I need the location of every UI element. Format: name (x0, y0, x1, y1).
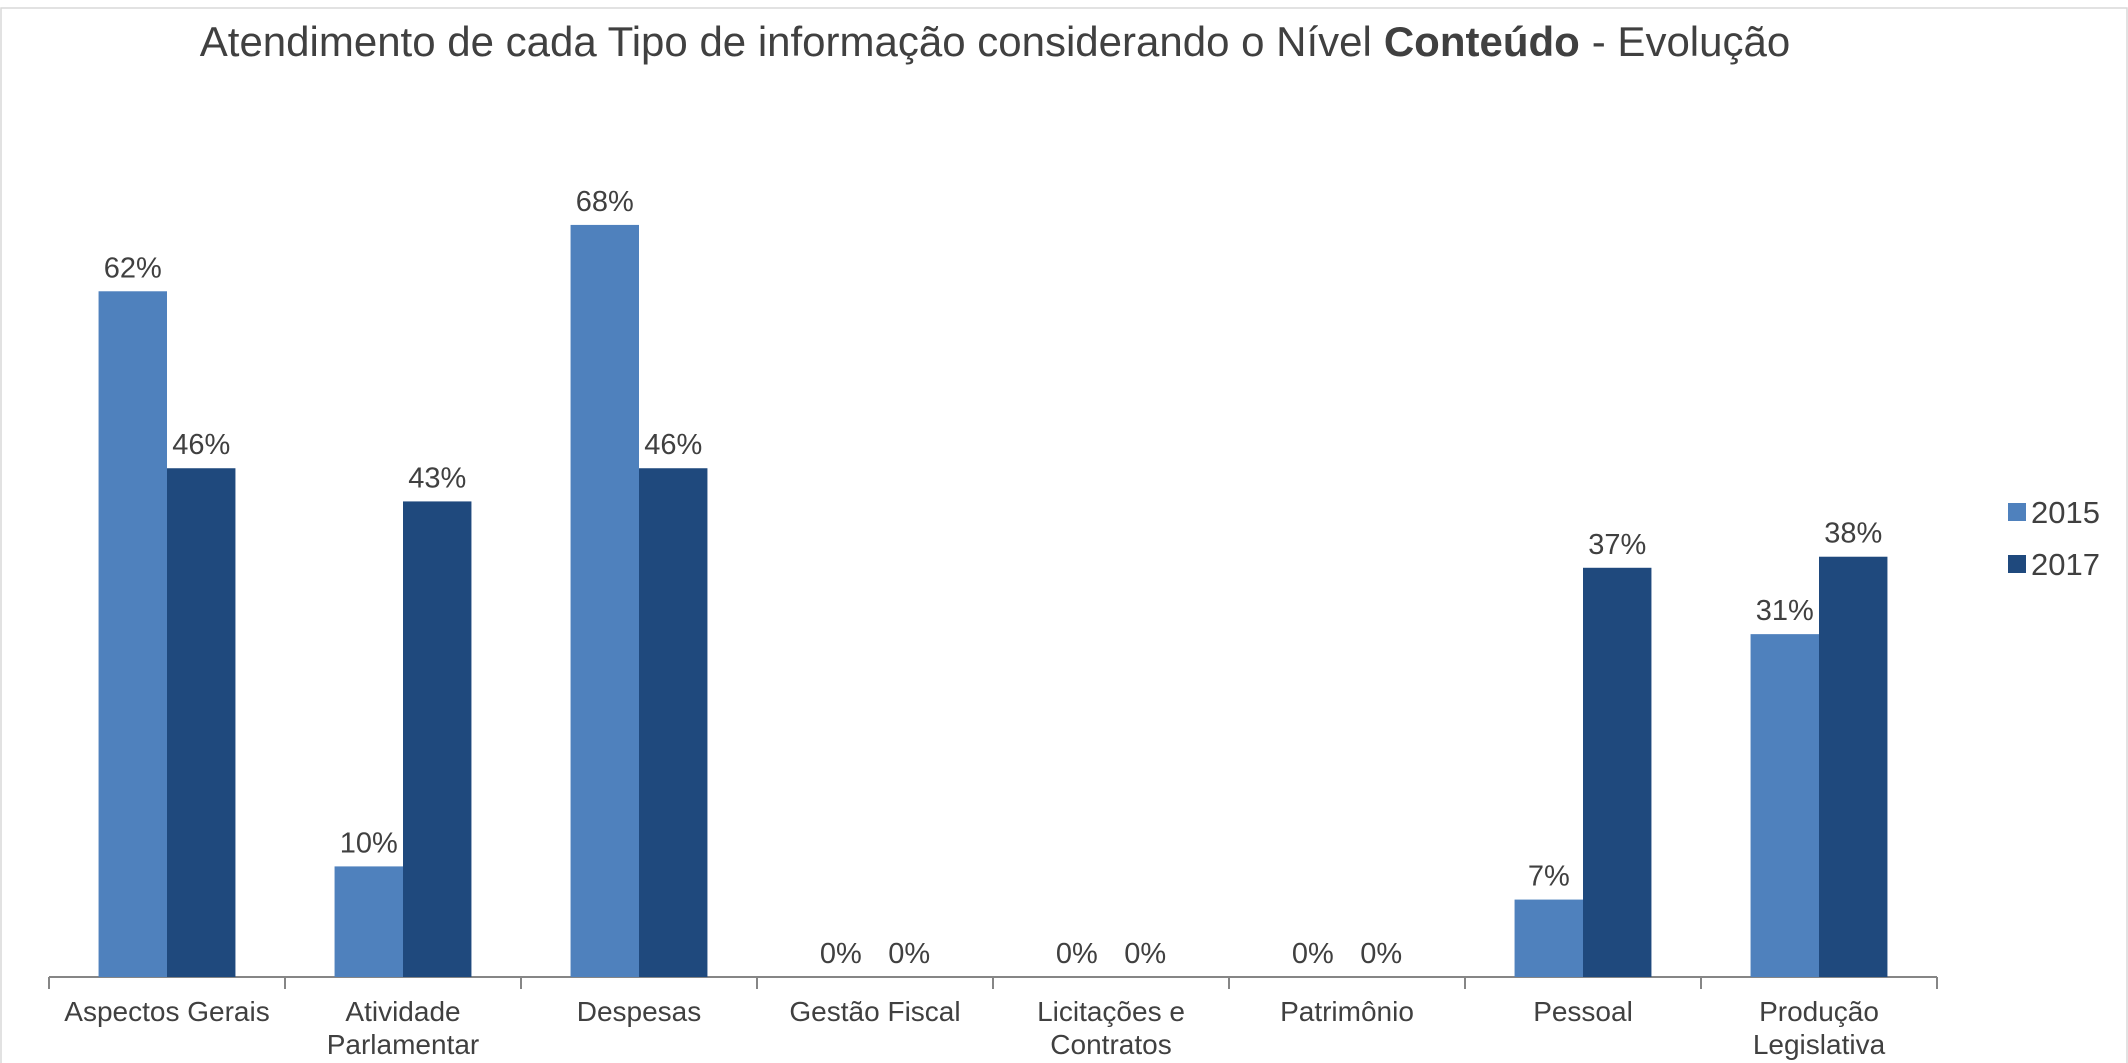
bar (1514, 899, 1583, 977)
chart-frame (0, 7, 2128, 1063)
data-label: 0% (1056, 938, 1098, 970)
data-label: 43% (408, 462, 466, 494)
data-label: 0% (1124, 938, 1166, 970)
x-tick-label: Patrimônio (1280, 996, 1414, 1027)
data-label: 37% (1588, 529, 1646, 561)
bar (570, 224, 639, 978)
data-label: 0% (1360, 938, 1402, 970)
data-label: 10% (340, 827, 398, 859)
x-tick-label: Despesas (576, 996, 702, 1027)
bar (639, 468, 708, 977)
data-label: 0% (1292, 938, 1334, 970)
bar (167, 468, 236, 977)
data-label: 46% (644, 429, 702, 461)
data-label: 62% (104, 252, 162, 284)
data-label: 68% (576, 186, 634, 218)
title-part-bold: Conteúdo (1384, 18, 1580, 65)
x-tick-label: Pessoal (1533, 996, 1633, 1027)
data-label: 0% (888, 938, 930, 970)
bar (1819, 556, 1888, 977)
data-label: 46% (172, 429, 230, 461)
x-tick-label: Produção Legislativa (1752, 996, 1886, 1060)
legend-swatch (2008, 503, 2026, 521)
data-label: 31% (1756, 595, 1814, 627)
x-tick-label: Aspectos Gerais (64, 996, 270, 1027)
bar (1750, 634, 1819, 977)
data-label: 38% (1824, 518, 1882, 550)
x-tick-label: Atividade Parlamentar (326, 996, 480, 1060)
chart-title: Atendimento de cada Tipo de informação c… (200, 18, 1790, 65)
legend-swatch (2008, 555, 2026, 573)
bar (1583, 567, 1652, 977)
data-label: 0% (820, 938, 862, 970)
title-part: - Evolução (1592, 18, 1790, 65)
bar (334, 866, 403, 977)
bar (403, 501, 472, 977)
x-tick-label: Licitações e Contratos (1037, 996, 1185, 1060)
x-tick-label: Gestão Fiscal (789, 996, 961, 1027)
data-label: 7% (1528, 861, 1570, 893)
legend-label: 2015 (2031, 495, 2100, 530)
legend-label: 2017 (2031, 547, 2100, 582)
title-part: Atendimento de cada Tipo de informação c… (200, 18, 1372, 65)
bar (98, 291, 167, 977)
